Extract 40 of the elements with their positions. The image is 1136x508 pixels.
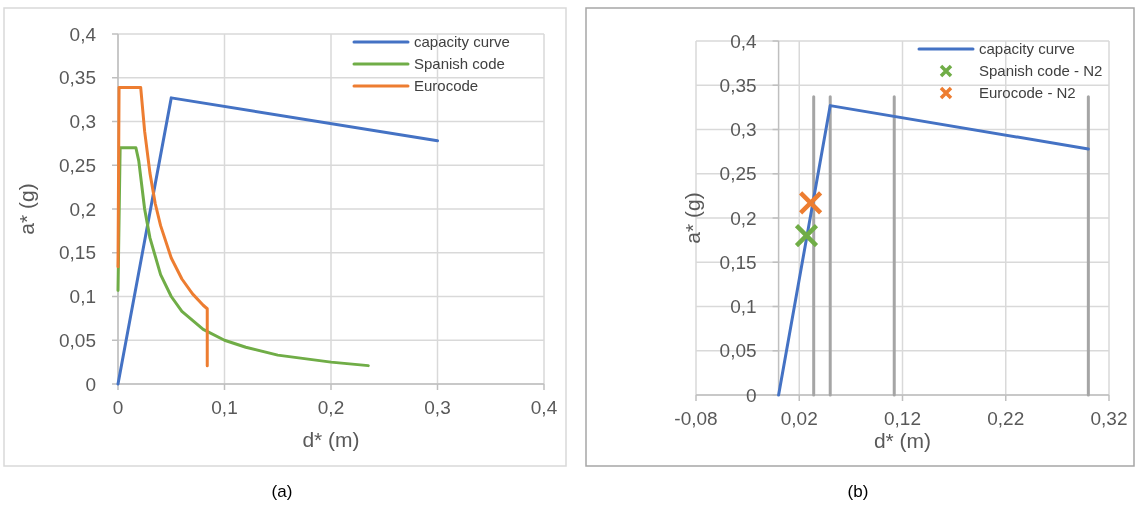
legend-label: Spanish code - N2 [979,62,1103,80]
legend-label: Eurocode - N2 [979,84,1076,102]
x-axis-title: d* (m) [302,428,360,451]
y-tick-label: 0,4 [69,23,97,45]
y-tick-label: 0,2 [69,198,96,220]
y-tick-label: 0,1 [69,286,96,308]
x-tick-label: 0,1 [211,397,238,418]
text: (a) [271,482,293,501]
x-axis-title: d* (m) [873,429,932,452]
legend-label: Spanish code [414,55,505,73]
legend-label: Eurocode [414,77,479,95]
y-tick-label: 0,05 [719,340,757,362]
x-tick-label: 0,12 [884,408,921,429]
y-tick-label: 0,4 [730,30,758,52]
x-tick-label: 0,02 [780,408,818,429]
y-tick-label: 0 [85,373,96,395]
y-tick-label: 0,05 [59,329,96,351]
text: (b) [847,482,869,501]
y-tick-label: 0,15 [59,242,96,264]
legend-label: capacity curve [414,33,510,51]
x-tick-label: 0,4 [530,397,558,418]
x-tick-label: -0,08 [674,408,718,429]
line-series [116,85,209,368]
y-tick-label: 0,1 [730,296,757,318]
x-tick-label: 0,2 [317,397,345,418]
x-tick-label: 0,3 [424,397,451,418]
y-tick-label: 0,15 [719,251,757,273]
y-tick-label: 0,35 [719,74,757,96]
x-tick-label: 0,22 [987,408,1025,429]
y-axis-title: a* (g) [681,192,704,244]
y-tick-label: 0,25 [719,163,757,185]
x-tick-label: 0,32 [1090,408,1128,429]
y-tick-label: 0,3 [69,111,96,133]
y-tick-label: 0,3 [730,119,757,141]
y-tick-label: 0,35 [59,67,96,89]
y-tick-label: 0,2 [730,207,757,229]
x-tick-label: 0 [112,397,124,418]
y-axis-title: a* (g) [15,183,38,235]
y-tick-label: 0,25 [59,154,96,176]
legend-label: capacity curve [979,40,1075,58]
